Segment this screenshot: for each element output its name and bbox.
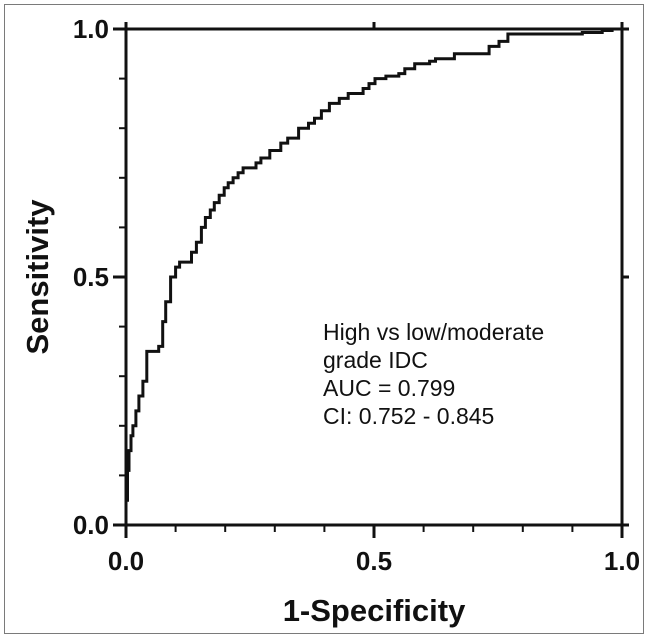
annotation-line-1: High vs low/moderate [323, 319, 544, 345]
y-tick-label: 0.5 [73, 262, 109, 292]
ticks: 0.0 0.5 1.0 0.0 0.5 1.0 [73, 14, 640, 576]
annotation-line-3: AUC = 0.799 [323, 375, 455, 401]
x-axis-title: 1-Specificity [283, 593, 466, 628]
annotation-line-4: CI: 0.752 - 0.845 [323, 403, 494, 429]
roc-curve [124, 27, 622, 525]
annotation: High vs low/moderate grade IDC AUC = 0.7… [323, 319, 544, 429]
chart-frame [4, 4, 644, 634]
series-layer [124, 27, 622, 525]
x-tick-label: 0.0 [108, 546, 144, 576]
axes [124, 27, 624, 527]
annotation-line-2: grade IDC [323, 347, 428, 373]
y-tick-label: 0.0 [73, 510, 109, 540]
y-axis-title: Sensitivity [20, 199, 55, 355]
x-tick-label: 1.0 [604, 546, 640, 576]
x-tick-label: 0.5 [356, 546, 392, 576]
y-tick-label: 1.0 [73, 14, 109, 44]
